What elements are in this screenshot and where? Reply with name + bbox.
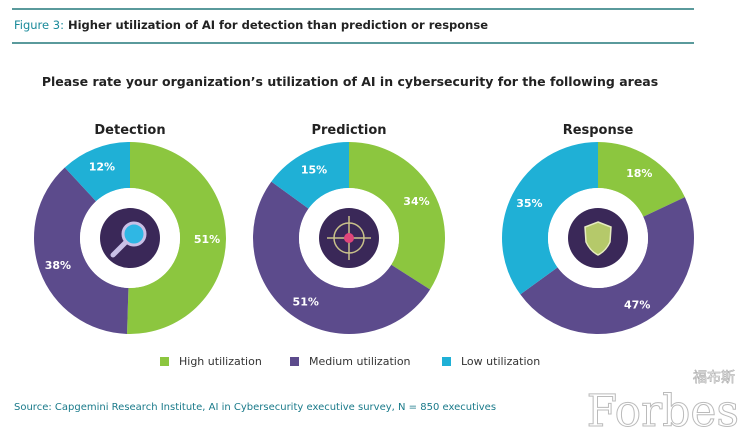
data-label: 51% (293, 296, 319, 309)
source-note: Source: Capgemini Research Institute, AI… (14, 402, 497, 413)
bottom-rule (12, 42, 694, 44)
figure-title: Figure 3: Higher utilization of AI for d… (14, 18, 488, 32)
donut-slice-low (64, 142, 130, 202)
magnifier-icon (110, 221, 147, 258)
watermark-logo: Forbes (586, 386, 739, 436)
donut-slice-medium (520, 197, 695, 335)
legend-label: Low utilization (461, 355, 541, 368)
legend-low: Low utilization (442, 355, 540, 368)
legend-label: Medium utilization (309, 355, 411, 368)
legend-high: High utilization (160, 355, 262, 368)
legend-swatch (160, 357, 169, 366)
crosshair-icon (327, 216, 371, 260)
donut-slice-high (349, 142, 446, 290)
figure-title-text: Higher utilization of AI for detection t… (67, 18, 488, 32)
donut-slice-medium (253, 181, 431, 334)
data-label: 34% (403, 195, 429, 208)
donut-slice-low (502, 142, 598, 295)
data-label: 18% (626, 167, 652, 180)
top-rule (12, 8, 694, 10)
shield-icon (584, 221, 612, 256)
legend-swatch (442, 357, 451, 366)
legend-medium: Medium utilization (290, 355, 411, 368)
data-label: 12% (89, 160, 115, 173)
legend-label: High utilization (179, 355, 262, 368)
legend-swatch (290, 357, 299, 366)
donut-slice-medium (33, 167, 129, 334)
chart-name: Prediction (311, 123, 386, 138)
data-label: 47% (624, 298, 650, 311)
chart-title: Please rate your organization’s utilizat… (41, 74, 659, 89)
chart-name: Response (563, 123, 634, 138)
donut-slice-high (127, 142, 226, 334)
data-label: 15% (301, 163, 327, 176)
data-label: 38% (45, 259, 71, 272)
data-label: 51% (194, 233, 220, 246)
data-label: 35% (516, 197, 542, 210)
watermark-cn: 福布斯 (693, 370, 736, 387)
figure-label: Figure 3: (14, 18, 64, 32)
donut-slice-low (271, 142, 349, 209)
donut-slice-high (598, 142, 685, 217)
chart-name: Detection (94, 123, 165, 138)
